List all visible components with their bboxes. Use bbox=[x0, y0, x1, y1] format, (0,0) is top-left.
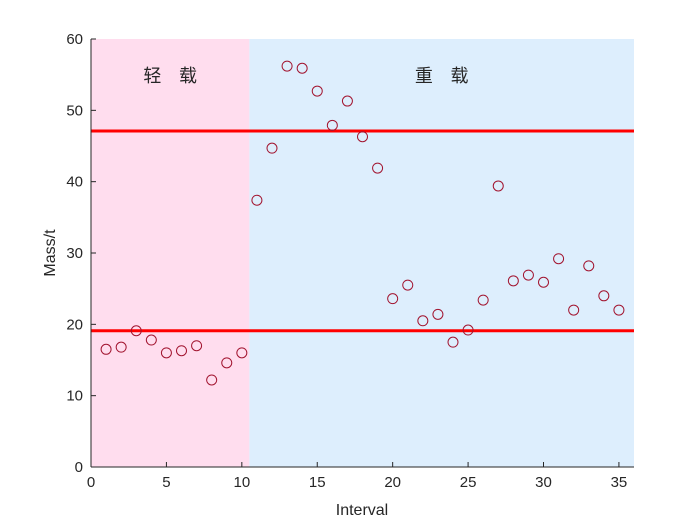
y-tick-label: 30 bbox=[66, 245, 83, 262]
data-point bbox=[432, 308, 444, 320]
x-axis-label: Interval bbox=[336, 502, 388, 519]
data-point bbox=[100, 343, 112, 355]
data-point bbox=[281, 60, 293, 72]
data-point bbox=[492, 180, 504, 192]
x-tick-label: 5 bbox=[162, 474, 170, 491]
data-point bbox=[221, 357, 233, 369]
data-point bbox=[522, 269, 534, 281]
data-point bbox=[266, 142, 278, 154]
data-point bbox=[447, 336, 459, 348]
data-point bbox=[357, 131, 368, 143]
data-point bbox=[176, 345, 187, 357]
region-label: 重 载 bbox=[415, 66, 475, 87]
data-point bbox=[372, 162, 384, 174]
data-point bbox=[568, 304, 580, 316]
data-point bbox=[598, 290, 610, 302]
region-band bbox=[91, 39, 250, 467]
data-point bbox=[477, 294, 489, 306]
region-band bbox=[249, 39, 634, 467]
data-point bbox=[130, 325, 142, 337]
region-label: 轻 载 bbox=[143, 66, 203, 87]
data-point bbox=[538, 276, 549, 288]
data-point bbox=[583, 260, 595, 272]
x-tick-label: 20 bbox=[384, 474, 401, 491]
data-point bbox=[160, 347, 172, 359]
data-point bbox=[613, 304, 625, 316]
data-point bbox=[462, 324, 474, 336]
data-point bbox=[296, 62, 308, 74]
data-point bbox=[341, 95, 353, 107]
data-point bbox=[236, 347, 248, 359]
data-point bbox=[206, 374, 218, 386]
data-point bbox=[402, 279, 414, 291]
data-point bbox=[145, 334, 157, 346]
data-point bbox=[115, 341, 127, 353]
x-tick-label: 25 bbox=[460, 474, 477, 491]
data-point bbox=[251, 194, 263, 206]
y-tick-label: 10 bbox=[66, 388, 83, 405]
y-tick-label: 60 bbox=[66, 31, 83, 48]
x-tick-label: 15 bbox=[309, 474, 326, 491]
data-point bbox=[387, 293, 399, 305]
y-tick-label: 0 bbox=[75, 459, 83, 476]
x-tick-label: 0 bbox=[87, 474, 95, 491]
data-point bbox=[417, 315, 429, 327]
data-point bbox=[507, 275, 519, 287]
x-tick-label: 10 bbox=[233, 474, 250, 491]
x-tick-label: 35 bbox=[611, 474, 628, 491]
y-tick-label: 20 bbox=[66, 316, 83, 333]
y-axis-label: Mass/t bbox=[42, 229, 59, 277]
y-tick-label: 40 bbox=[66, 174, 83, 191]
y-tick-label: 50 bbox=[66, 102, 83, 119]
data-point bbox=[326, 119, 338, 131]
data-point bbox=[311, 85, 323, 97]
x-tick-label: 30 bbox=[535, 474, 552, 491]
data-point bbox=[191, 340, 203, 352]
data-point bbox=[553, 253, 565, 265]
